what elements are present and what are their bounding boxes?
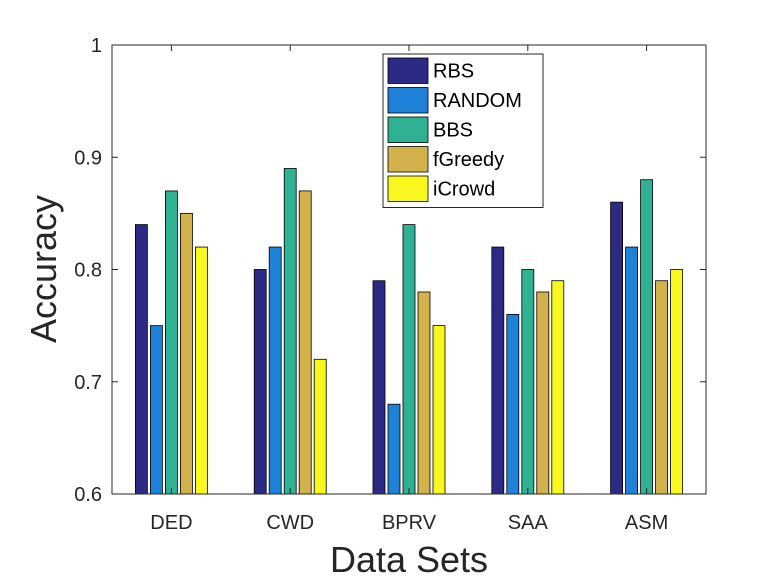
x-axis-title: Data Sets bbox=[330, 539, 488, 580]
legend: RBS RANDOM BBS fGreedy iCrowd bbox=[382, 53, 544, 208]
x-tick-label: BPRV bbox=[382, 512, 437, 534]
x-tick-label: DED bbox=[150, 512, 192, 534]
x-tick-label: ASM bbox=[625, 512, 668, 534]
bar-icrowd-bprv bbox=[432, 325, 446, 495]
bar-fgreedy-bprv bbox=[417, 291, 431, 495]
y-axis: 0.6 0.7 0.8 0.9 1 bbox=[74, 35, 706, 506]
bar-rbs-asm bbox=[610, 201, 623, 495]
y-tick-label: 0.9 bbox=[74, 147, 102, 169]
legend-swatch-bbs bbox=[387, 116, 429, 143]
bar-icrowd-cwd bbox=[313, 358, 327, 495]
bars-group bbox=[134, 168, 683, 495]
y-tick-label: 0.8 bbox=[74, 260, 102, 282]
bar-icrowd-saa bbox=[551, 280, 565, 495]
bar-random-saa bbox=[506, 313, 520, 495]
bar-random-asm bbox=[625, 246, 638, 495]
legend-swatch-rbs bbox=[387, 57, 429, 84]
bar-bbs-ded bbox=[164, 190, 178, 495]
bar-fgreedy-ded bbox=[179, 212, 193, 495]
x-tick-label: CWD bbox=[266, 512, 314, 534]
y-tick-label: 0.7 bbox=[74, 372, 102, 394]
bar-icrowd-ded bbox=[194, 246, 208, 495]
bar-rbs-bprv bbox=[372, 280, 386, 495]
bar-random-ded bbox=[149, 325, 163, 495]
legend-swatch-fgreedy bbox=[387, 146, 429, 173]
bar-rbs-ded bbox=[134, 224, 148, 495]
y-tick-label: 0.6 bbox=[74, 484, 102, 506]
bar-bbs-bprv bbox=[402, 224, 416, 495]
bar-rbs-cwd bbox=[253, 269, 267, 495]
bar-bbs-saa bbox=[521, 269, 535, 495]
bar-rbs-saa bbox=[491, 246, 505, 495]
bar-random-bprv bbox=[387, 403, 401, 495]
legend-label-bbs: BBS bbox=[433, 120, 473, 142]
x-axis: DED CWD BPRV SAA ASM bbox=[150, 45, 668, 534]
legend-label-random: RANDOM bbox=[433, 90, 522, 112]
bar-bbs-asm bbox=[640, 179, 653, 495]
y-axis-title: Accuracy bbox=[23, 195, 64, 343]
legend-swatch-random bbox=[387, 87, 429, 114]
bar-fgreedy-asm bbox=[655, 280, 668, 495]
bar-random-cwd bbox=[268, 246, 282, 495]
legend-label-icrowd: iCrowd bbox=[433, 179, 495, 201]
y-tick-label: 1 bbox=[91, 35, 102, 57]
bar-icrowd-asm bbox=[670, 269, 683, 495]
legend-swatch-icrowd bbox=[387, 175, 429, 202]
legend-label-fgreedy: fGreedy bbox=[433, 149, 504, 171]
bar-fgreedy-saa bbox=[536, 291, 550, 495]
x-tick-label: SAA bbox=[508, 512, 549, 534]
bar-bbs-cwd bbox=[283, 168, 297, 495]
bar-fgreedy-cwd bbox=[298, 190, 312, 495]
legend-label-rbs: RBS bbox=[433, 61, 474, 83]
